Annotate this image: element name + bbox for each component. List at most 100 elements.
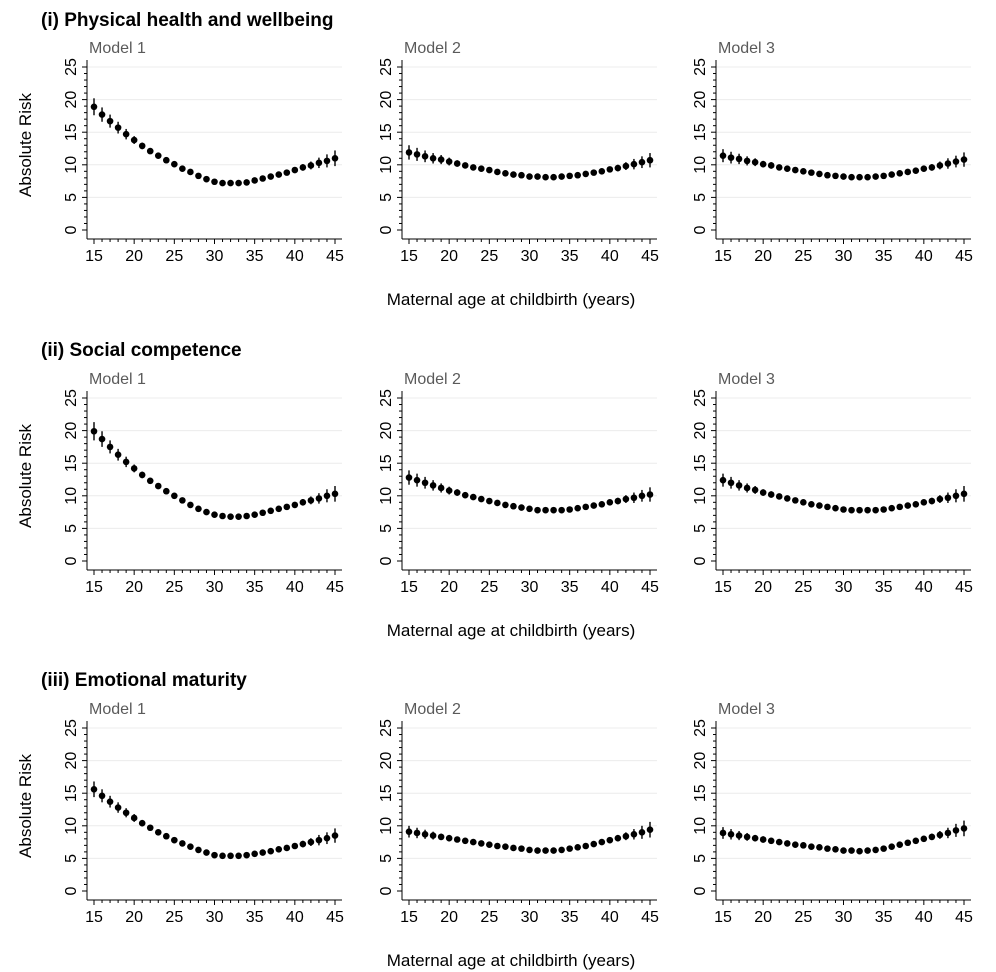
data-point bbox=[219, 179, 226, 187]
data-point bbox=[307, 838, 315, 846]
y-tick-label: 10 bbox=[63, 156, 80, 174]
y-axis-title-row-1: Absolute Risk bbox=[16, 93, 35, 197]
data-point bbox=[646, 491, 654, 498]
data-point bbox=[445, 834, 453, 842]
x-tick-label: 45 bbox=[641, 248, 659, 265]
data-point bbox=[759, 489, 767, 496]
data-point bbox=[598, 500, 606, 508]
y-tick-label: 0 bbox=[63, 886, 80, 895]
data-point bbox=[864, 173, 871, 181]
y-tick-label: 20 bbox=[378, 422, 395, 440]
x-tick-label: 30 bbox=[206, 909, 224, 926]
data-point bbox=[574, 844, 581, 851]
data-point bbox=[792, 497, 799, 504]
x-tick-label: 15 bbox=[714, 579, 732, 596]
data-point bbox=[751, 834, 759, 842]
y-tick-label: 10 bbox=[692, 156, 709, 174]
data-point bbox=[259, 849, 267, 856]
data-point bbox=[735, 832, 743, 839]
x-tick-label: 40 bbox=[286, 909, 304, 926]
data-point bbox=[315, 495, 323, 502]
y-tick-label: 10 bbox=[692, 487, 709, 505]
data-point bbox=[944, 829, 952, 837]
data-point bbox=[106, 443, 114, 451]
x-tick-label: 45 bbox=[641, 579, 659, 596]
x-tick-label: 20 bbox=[125, 579, 143, 596]
data-point bbox=[808, 169, 815, 176]
panel-title: Model 1 bbox=[89, 371, 146, 388]
data-point bbox=[267, 847, 275, 855]
data-point bbox=[622, 832, 630, 840]
data-point bbox=[106, 798, 114, 805]
data-point bbox=[808, 500, 815, 508]
data-point bbox=[138, 471, 146, 479]
data-point bbox=[171, 492, 178, 500]
data-point bbox=[872, 173, 879, 180]
x-tick-label: 30 bbox=[835, 248, 853, 265]
data-point bbox=[896, 841, 904, 849]
x-tick-label: 20 bbox=[440, 909, 458, 926]
data-point bbox=[259, 175, 267, 182]
data-point bbox=[888, 171, 895, 178]
data-point bbox=[138, 819, 146, 827]
data-point bbox=[832, 172, 839, 180]
data-point bbox=[840, 173, 847, 180]
data-point bbox=[331, 832, 339, 839]
data-point bbox=[630, 160, 638, 168]
x-tick-label: 25 bbox=[165, 909, 183, 926]
x-tick-label: 15 bbox=[85, 909, 103, 926]
panel-row1-model3: Model 3 0 5 10 15 20 25 15 20 25 30 35 40 45 bbox=[692, 40, 973, 265]
data-point bbox=[920, 165, 928, 173]
data-point bbox=[486, 497, 493, 505]
data-point bbox=[960, 825, 968, 832]
y-tick-label: 5 bbox=[378, 524, 395, 533]
data-point bbox=[824, 171, 831, 179]
data-point bbox=[751, 158, 759, 166]
y-tick-label: 0 bbox=[692, 556, 709, 565]
x-tick-label: 45 bbox=[955, 909, 973, 926]
data-point bbox=[952, 158, 960, 165]
data-point bbox=[315, 159, 323, 167]
data-point bbox=[727, 154, 735, 161]
data-point bbox=[154, 152, 162, 159]
data-point bbox=[550, 847, 557, 854]
data-point bbox=[243, 851, 250, 859]
data-point bbox=[171, 160, 178, 168]
x-tick-label: 30 bbox=[206, 248, 224, 265]
data-point bbox=[832, 845, 839, 853]
x-tick-label: 35 bbox=[561, 248, 579, 265]
data-point bbox=[534, 173, 541, 180]
data-point bbox=[331, 490, 339, 498]
data-point bbox=[122, 458, 130, 466]
data-point bbox=[291, 501, 299, 509]
data-point bbox=[904, 839, 912, 847]
data-point bbox=[606, 166, 614, 173]
data-point bbox=[283, 844, 291, 852]
data-point bbox=[146, 824, 154, 832]
data-point bbox=[638, 492, 646, 500]
data-point bbox=[163, 832, 170, 840]
data-point bbox=[542, 847, 549, 854]
data-point bbox=[944, 494, 952, 502]
y-tick-label: 10 bbox=[63, 817, 80, 835]
y-tick-label: 5 bbox=[63, 854, 80, 863]
y-tick-label: 15 bbox=[378, 123, 395, 141]
data-point bbox=[582, 842, 590, 850]
panel-title: Model 1 bbox=[89, 40, 146, 57]
data-point bbox=[437, 156, 445, 163]
data-point bbox=[283, 169, 291, 176]
y-axis-title-row-3: Absolute Risk bbox=[16, 754, 35, 858]
section-title-iii: (iii) Emotional maturity bbox=[41, 670, 247, 691]
data-point bbox=[800, 168, 807, 175]
x-tick-label: 25 bbox=[480, 248, 498, 265]
data-point bbox=[195, 846, 202, 854]
x-tick-label: 15 bbox=[85, 579, 103, 596]
data-point bbox=[413, 476, 421, 484]
data-point bbox=[494, 499, 501, 507]
data-point bbox=[550, 506, 557, 514]
data-point bbox=[437, 484, 445, 492]
data-point bbox=[275, 505, 283, 513]
data-point bbox=[307, 497, 315, 504]
y-tick-label: 25 bbox=[63, 58, 80, 76]
y-tick-label: 15 bbox=[63, 784, 80, 802]
